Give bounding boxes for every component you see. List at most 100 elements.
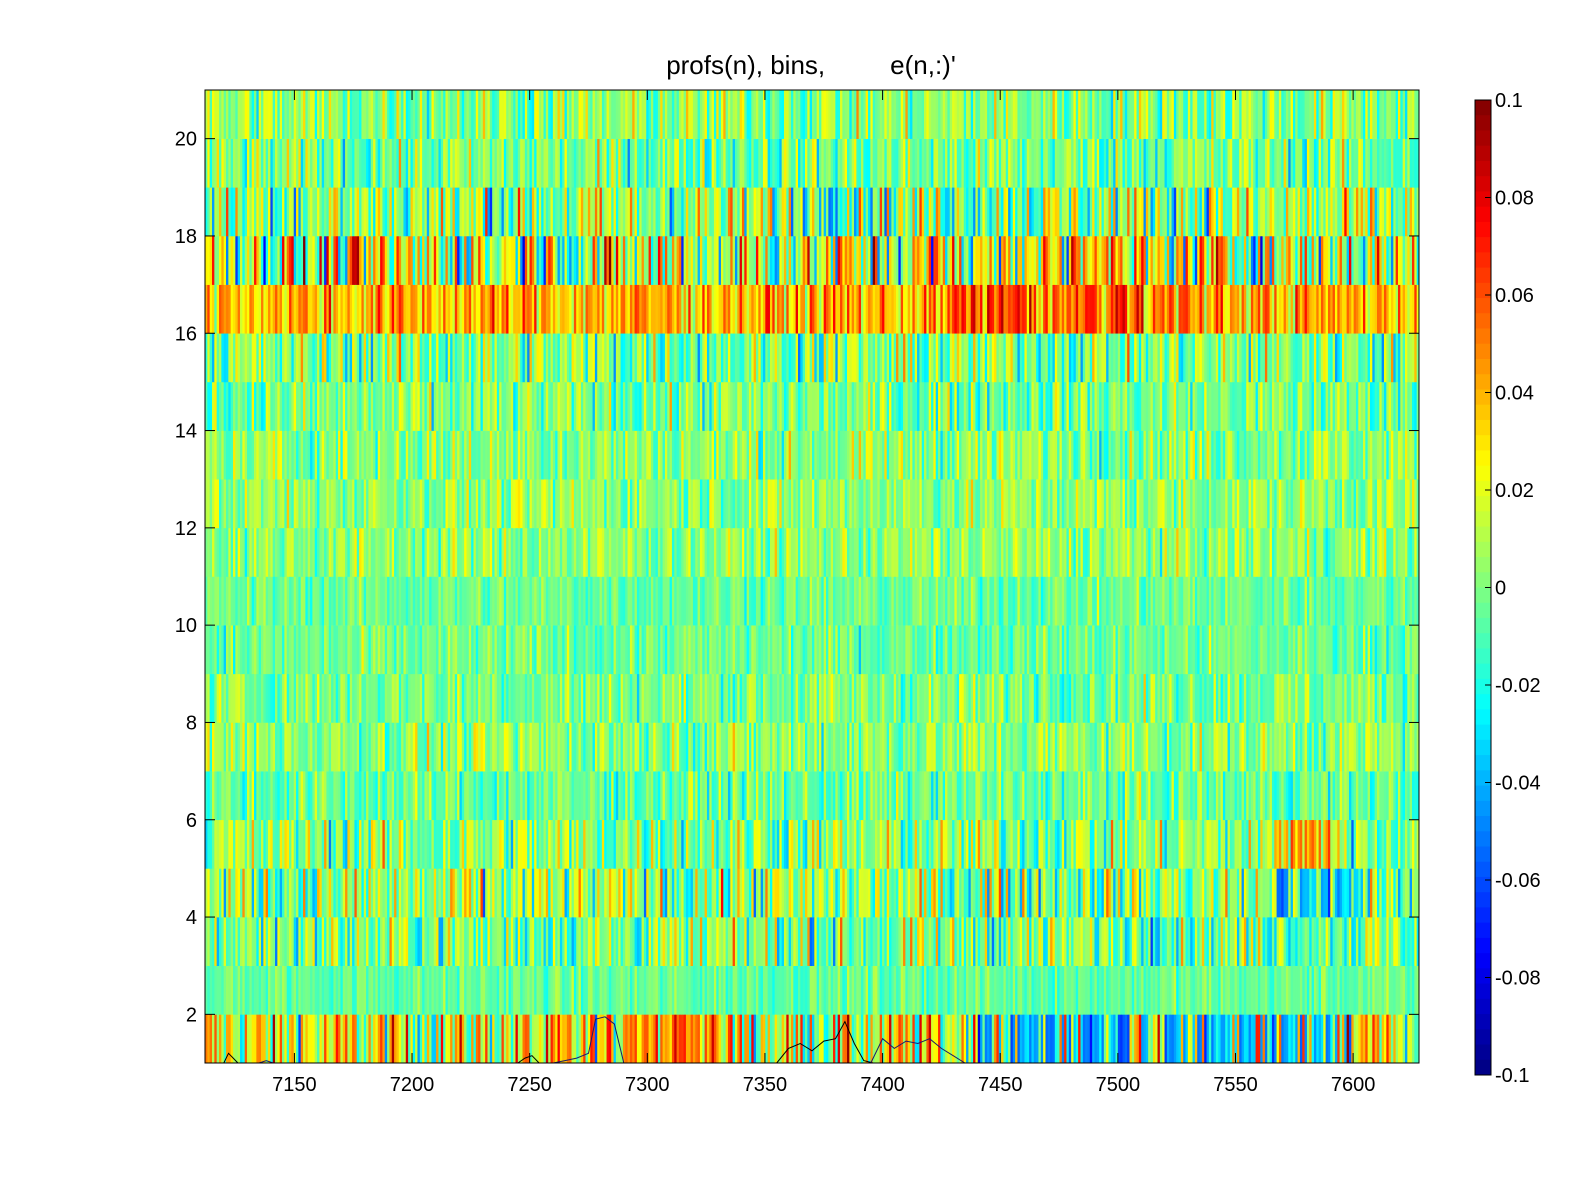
heatmap-cell xyxy=(1012,1014,1016,1064)
heatmap-cell xyxy=(209,576,213,626)
heatmap-cell xyxy=(1348,1014,1352,1064)
heatmap-cell xyxy=(223,771,227,821)
heatmap-cell xyxy=(627,673,631,723)
heatmap-cell xyxy=(1169,673,1172,723)
heatmap-cell xyxy=(256,965,260,1015)
heatmap-cell xyxy=(1390,1014,1394,1064)
heatmap-cell xyxy=(391,917,395,966)
heatmap-cell xyxy=(641,917,645,966)
heatmap-cell xyxy=(905,625,909,675)
heatmap-cell xyxy=(1234,868,1238,918)
heatmap-cell xyxy=(296,868,299,918)
heatmap-cell xyxy=(1304,819,1308,869)
heatmap-cell xyxy=(1295,868,1298,918)
heatmap-cell xyxy=(305,625,309,675)
heatmap-cell xyxy=(1124,771,1128,821)
heatmap-cell xyxy=(1409,722,1413,772)
heatmap-cell xyxy=(1253,868,1256,918)
heatmap-cell xyxy=(1047,673,1051,723)
heatmap-cell xyxy=(758,1014,762,1064)
heatmap-cell xyxy=(945,625,948,675)
heatmap-cell xyxy=(723,722,727,772)
heatmap-cell xyxy=(781,722,785,772)
heatmap-cell xyxy=(678,771,682,821)
heatmap-cell xyxy=(333,868,337,918)
heatmap-cell xyxy=(807,819,811,869)
heatmap-cell xyxy=(812,917,815,966)
heatmap-cell xyxy=(473,1014,477,1064)
heatmap-cell xyxy=(987,819,990,869)
heatmap-cell xyxy=(317,1014,320,1064)
heatmap-cell xyxy=(1388,868,1392,918)
heatmap-cell xyxy=(863,625,867,675)
heatmap-cell xyxy=(1299,868,1303,918)
heatmap-cell xyxy=(1393,771,1397,821)
heatmap-cell xyxy=(711,1014,715,1064)
heatmap-cell xyxy=(1010,771,1014,821)
heatmap-cell xyxy=(431,673,435,723)
heatmap-cell xyxy=(1376,965,1380,1015)
heatmap-cell xyxy=(569,673,572,723)
heatmap-cell xyxy=(417,625,421,675)
heatmap-cell xyxy=(634,625,638,675)
heatmap-cell xyxy=(723,1014,727,1064)
heatmap-cell xyxy=(793,722,797,772)
heatmap-cell xyxy=(1297,1014,1301,1064)
heatmap-cell xyxy=(805,722,808,772)
heatmap-cell xyxy=(1236,917,1240,966)
heatmap-cell xyxy=(223,673,227,723)
heatmap-cell xyxy=(576,673,579,723)
heatmap-cell xyxy=(1108,819,1112,869)
heatmap-cell xyxy=(786,625,790,675)
heatmap-cell xyxy=(258,625,262,675)
heatmap-cell xyxy=(1199,1014,1203,1064)
heatmap-cell xyxy=(713,819,717,869)
heatmap-cell xyxy=(1047,819,1051,869)
heatmap-cell xyxy=(613,576,617,626)
heatmap-cell xyxy=(1094,819,1098,869)
heatmap-cell xyxy=(807,868,811,918)
heatmap-cell xyxy=(896,1014,899,1064)
heatmap-cell xyxy=(277,625,281,675)
heatmap-cell xyxy=(1330,917,1334,966)
heatmap-cell xyxy=(1295,722,1298,772)
heatmap-cell xyxy=(536,771,540,821)
heatmap-cell xyxy=(856,625,860,675)
heatmap-cell xyxy=(576,917,579,966)
heatmap-cell xyxy=(713,965,717,1015)
heatmap-cell xyxy=(627,965,631,1015)
heatmap-cell xyxy=(842,625,846,675)
heatmap-cell xyxy=(408,868,411,918)
heatmap-cell xyxy=(1285,917,1289,966)
heatmap-cell xyxy=(499,722,502,772)
heatmap-cell xyxy=(891,673,895,723)
heatmap-cell xyxy=(524,673,528,723)
heatmap-cell xyxy=(903,965,906,1015)
heatmap-cell xyxy=(1015,965,1018,1015)
heatmap-cell xyxy=(1218,722,1221,772)
heatmap-cell xyxy=(289,868,292,918)
heatmap-cell xyxy=(891,722,895,772)
heatmap-cell xyxy=(1302,1014,1305,1064)
heatmap-cell xyxy=(482,1014,486,1064)
heatmap-cell xyxy=(868,673,871,723)
heatmap-cell xyxy=(564,1014,568,1064)
heatmap-cell xyxy=(917,1014,920,1064)
heatmap-cell xyxy=(1381,771,1385,821)
heatmap-cell xyxy=(298,1014,302,1064)
heatmap-cell xyxy=(1400,722,1404,772)
heatmap-cell xyxy=(1367,1014,1371,1064)
heatmap-cell xyxy=(632,576,635,626)
heatmap-cell xyxy=(1073,965,1077,1015)
heatmap-cell xyxy=(433,965,437,1015)
heatmap-cell xyxy=(681,868,684,918)
heatmap-cell xyxy=(1148,625,1151,675)
heatmap-cell xyxy=(459,868,463,918)
heatmap-cell xyxy=(776,965,780,1015)
heatmap-cell xyxy=(209,965,213,1015)
heatmap-cell xyxy=(917,625,920,675)
heatmap-cell xyxy=(1204,819,1207,869)
heatmap-cell xyxy=(296,917,299,966)
heatmap-cell xyxy=(688,1014,691,1064)
heatmap-cell xyxy=(221,771,225,821)
